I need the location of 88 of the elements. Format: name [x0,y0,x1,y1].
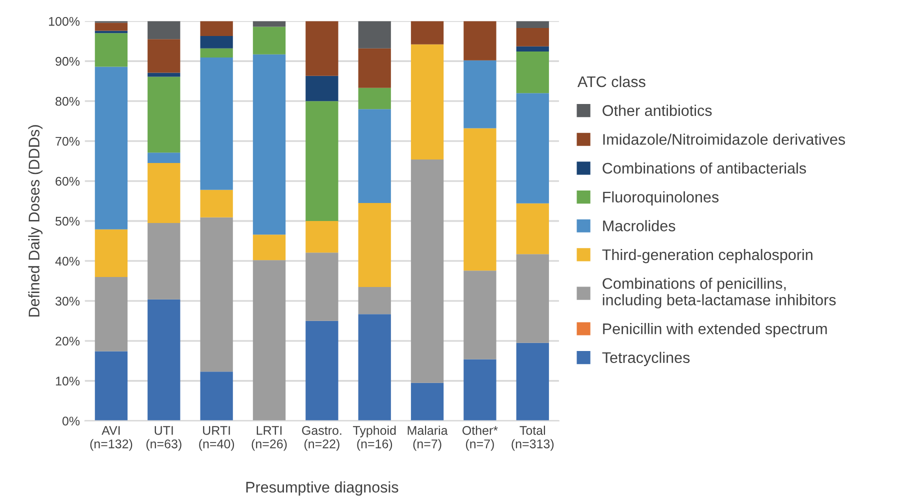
y-tick-label: 0% [62,416,80,426]
bar [148,76,180,153]
bar [516,28,549,46]
legend-label: Other antibiotics [602,104,712,116]
y-tick-label: 90% [56,56,80,66]
bar [252,21,286,27]
bar [306,76,338,102]
bar [200,372,233,421]
bar [358,203,391,287]
x-tick-label: LRTI (n=26) [252,426,287,451]
bar [200,48,233,58]
bar [358,21,391,48]
x-tick-label: Gastro. (n=22) [302,426,342,451]
legend-label: Combinations of antibacterials [602,162,806,174]
y-tick-label: 60% [56,176,80,186]
bar [148,21,180,40]
bar [148,163,180,223]
x-tick-label: Malaria (n=7) [408,426,448,451]
bar [410,382,444,421]
bar [252,26,286,54]
y-tick-label: 20% [56,336,80,346]
bar [516,342,549,421]
bar [94,229,128,277]
legend-label: Fluoroquinolones [603,191,719,206]
x-tick-label: Other* (n=7) [462,426,498,451]
bar [306,221,338,253]
bar [516,254,549,343]
y-tick-label: 70% [56,136,80,146]
y-tick-label: 10% [56,376,80,386]
bar [410,44,444,160]
bar [94,66,128,230]
bar [464,270,496,360]
y-axis-title: Defined Daily Doses (DDDs) [28,125,42,317]
x-tick-label: Typhoid (n=16) [352,426,396,451]
legend-title: ATC class [577,76,646,88]
bar [464,359,496,421]
legend-label: Imidazole/Nitroimidazole derivatives [603,134,846,145]
bar [464,60,496,128]
x-axis-title: Presumptive diagnosis [246,481,398,496]
legend-label: Tetracyclines [602,352,690,366]
bar [358,314,391,421]
x-tick-label: Total (n=313) [512,426,554,451]
bar [464,21,496,60]
bar [306,21,338,76]
bar [516,93,549,204]
bar [252,260,286,421]
bar [516,21,549,28]
legend-label: Macrolides [603,220,676,232]
legend-label: Penicillin with extended spectrum [603,323,827,338]
bar [358,286,391,314]
bar [306,101,338,222]
x-tick-label: URTI (n=40) [199,426,234,451]
bar [252,54,286,235]
bar [516,203,549,254]
bar [148,299,180,421]
bar [516,52,549,94]
bar [200,36,233,48]
bar [358,48,391,88]
legend-label: Combinations of penicillins, including beta-lactamase inhibitors [602,278,836,308]
bar [464,128,496,271]
bar [252,234,286,260]
bar [306,252,338,321]
y-tick-label: 50% [56,216,80,226]
bar [200,58,233,190]
x-tick-label: UTI (n=63) [146,426,182,451]
y-tick-label: 100% [49,16,80,26]
bar [410,21,444,44]
bar [200,21,233,36]
bar [358,109,391,204]
y-tick-label: 30% [55,296,80,306]
bar [200,190,233,218]
legend-label: Third-generation cephalosporin [602,248,812,264]
bar [358,88,391,110]
bar [148,223,180,300]
bar [94,351,128,421]
bar [148,152,180,164]
bar [306,320,338,421]
bar [410,159,444,383]
bar [148,39,180,73]
bar [148,72,180,77]
bar [94,276,128,352]
bar [200,217,233,372]
x-tick-label: AVI (n=132) [90,426,132,451]
bar [94,33,128,67]
bar [94,22,128,31]
y-tick-label: 40% [55,256,80,266]
bar [516,46,549,52]
y-tick-label: 80% [56,96,80,106]
